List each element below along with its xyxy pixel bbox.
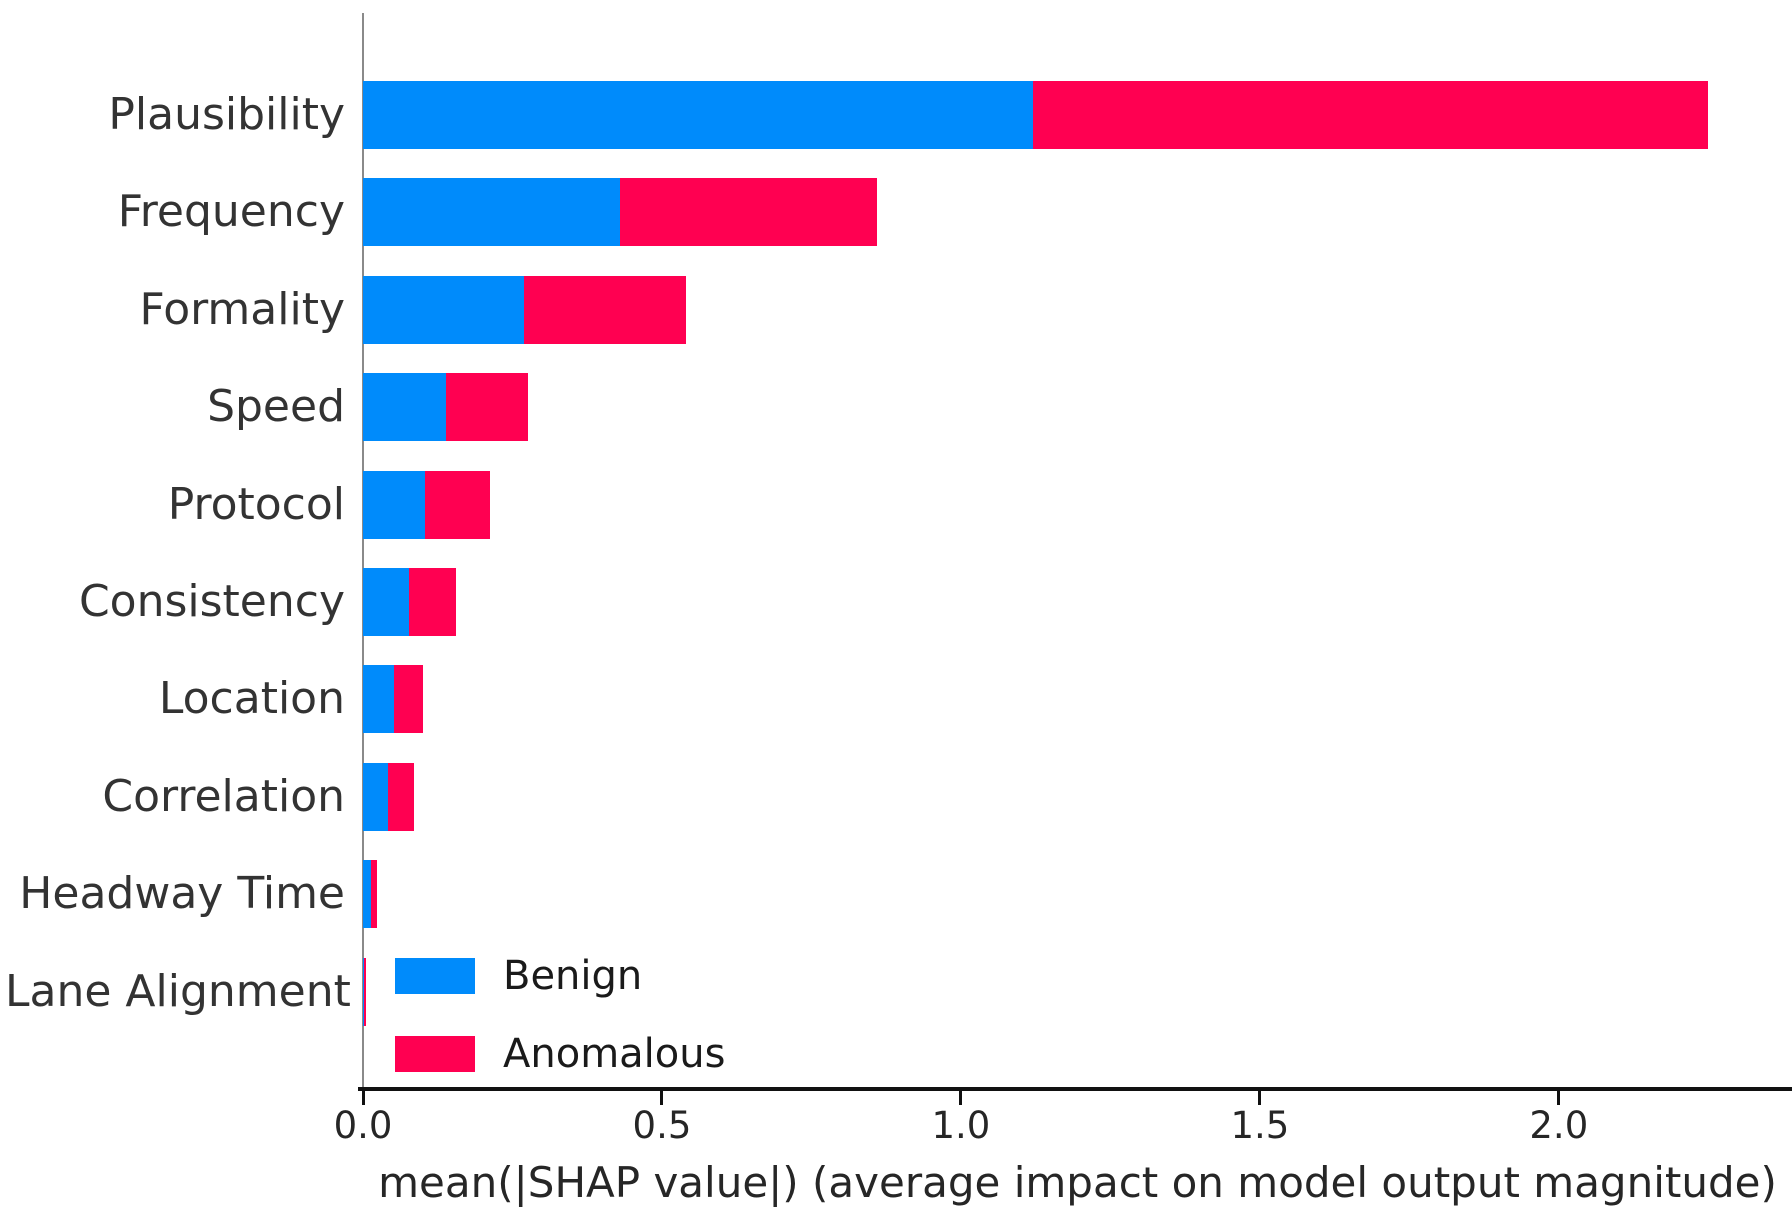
x-axis-spine [358, 1087, 1792, 1091]
category-label: Location [158, 673, 345, 725]
category-label: Frequency [117, 186, 345, 238]
x-tick-label: 0.5 [632, 1104, 692, 1147]
legend-label: Benign [503, 953, 643, 999]
x-axis-title: mean(|SHAP value|) (average impact on mo… [378, 1158, 1777, 1207]
category-label: Consistency [78, 576, 345, 627]
bar-segment-anomalous [370, 860, 378, 929]
bar-segment-anomalous [425, 470, 490, 539]
x-tick-mark [660, 1091, 664, 1105]
bar-segment-benign [363, 665, 395, 734]
x-tick-mark [361, 1091, 365, 1105]
legend-label: Anomalous [503, 1031, 726, 1077]
x-tick-mark [1258, 1091, 1262, 1105]
x-tick-label: 1.0 [931, 1104, 991, 1147]
category-label: Lane Alignment [5, 965, 351, 1017]
y-axis-spine [362, 13, 364, 1089]
category-label: Formality [139, 283, 345, 335]
category-label: Speed [207, 381, 345, 433]
bar-segment-anomalous [446, 373, 528, 442]
category-label: Protocol [167, 478, 345, 530]
bar-segment-benign [363, 470, 426, 539]
bar-segment-benign [363, 957, 365, 1026]
bar-segment-benign [363, 178, 621, 247]
legend-entry-anomalous: Anomalous [395, 1031, 725, 1077]
x-tick-label: 0.0 [333, 1104, 393, 1147]
legend-swatch-benign [395, 958, 475, 994]
x-tick-mark [959, 1091, 963, 1105]
bar-segment-benign [363, 762, 388, 831]
bar-segment-anomalous [1032, 81, 1709, 149]
bar-segment-benign [363, 81, 1033, 149]
category-label: Headway Time [19, 868, 345, 920]
bar-segment-anomalous [620, 178, 878, 247]
legend-swatch-anomalous [395, 1036, 475, 1072]
bar-segment-anomalous [394, 665, 424, 734]
bar-segment-anomalous [387, 762, 414, 831]
bar-segment-anomalous [364, 957, 366, 1026]
x-tick-label: 2.0 [1529, 1104, 1589, 1147]
bar-segment-anomalous [524, 275, 686, 344]
x-tick-label: 1.5 [1230, 1104, 1290, 1147]
bar-segment-benign [363, 568, 410, 636]
category-label: Correlation [102, 770, 345, 822]
bar-segment-benign [363, 860, 371, 929]
bar-segment-benign [363, 373, 447, 442]
category-label: Plausibility [108, 89, 345, 140]
bar-segment-benign [363, 275, 525, 344]
bar-segment-anomalous [409, 568, 457, 636]
x-tick-mark [1557, 1091, 1561, 1105]
legend-entry-benign: Benign [395, 953, 642, 999]
